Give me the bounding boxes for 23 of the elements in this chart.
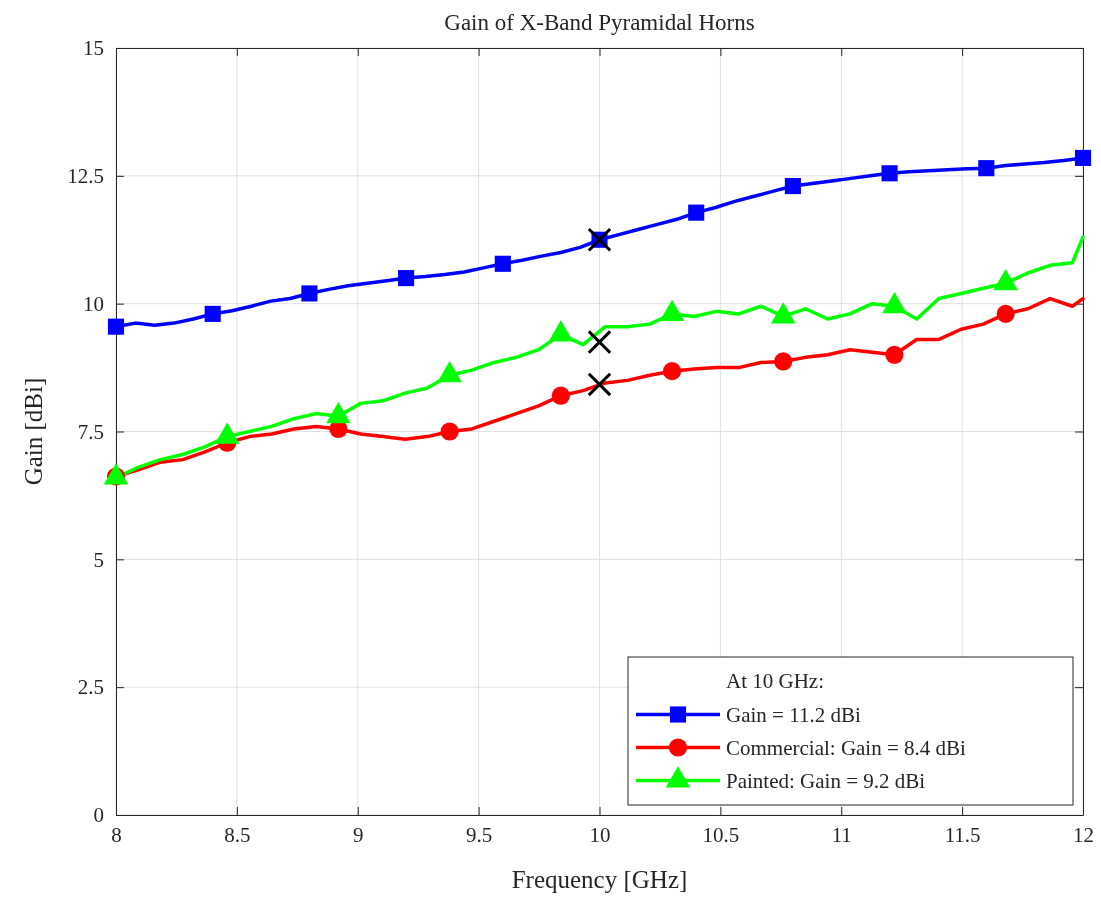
x-tick-label: 12 [1073, 822, 1094, 847]
y-tick-label: 5 [93, 547, 104, 572]
legend-label: Commercial: Gain = 8.4 dBi [726, 735, 967, 760]
x-tick-label: 10 [589, 822, 611, 847]
x-tick-label: 11 [831, 822, 852, 847]
x-tick-label: 9 [353, 822, 364, 847]
legend-label: Gain = 11.2 dBi [726, 702, 861, 727]
x-tick-label: 9.5 [466, 822, 493, 847]
x-tick-label: 11.5 [944, 822, 981, 847]
y-tick-label: 0 [93, 803, 104, 828]
x-axis-title: Frequency [GHz] [511, 866, 688, 893]
y-tick-label: 12.5 [67, 164, 104, 189]
y-tick-label: 15 [83, 36, 104, 61]
y-tick-label: 10 [83, 291, 104, 316]
x-tick-label: 8.5 [224, 822, 251, 847]
y-axis-title: Gain [dBi] [20, 377, 47, 486]
y-tick-label: 7.5 [77, 419, 104, 444]
y-tick-label: 2.5 [77, 675, 104, 700]
legend-label: Painted: Gain = 9.2 dBi [726, 768, 926, 793]
x-tick-label: 8 [111, 822, 122, 847]
chart-title: Gain of X-Band Pyramidal Horns [444, 10, 755, 35]
x-tick-label: 10.5 [702, 822, 740, 847]
legend-title: At 10 GHz: [726, 669, 824, 694]
